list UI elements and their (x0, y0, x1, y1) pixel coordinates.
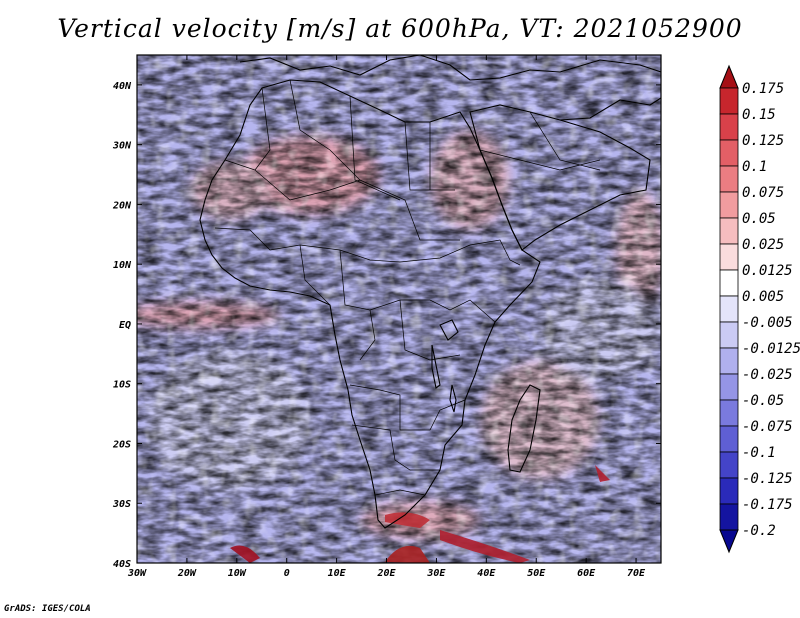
lat-tick-label: 30S (112, 499, 131, 510)
colorbar-label: -0.05 (742, 393, 784, 409)
lon-tick-label: 10W (228, 568, 247, 579)
colorbar-label: 0.15 (742, 107, 776, 123)
colorbar-label: -0.075 (742, 419, 793, 435)
arabia-coastline (469, 104, 651, 251)
lake-tanganyika (431, 344, 441, 389)
lat-tick-label: 10N (113, 260, 132, 271)
colorbar-label: -0.175 (742, 497, 793, 513)
latitude-ticks: 40N 30N 20N 10N EQ 10S 20S 30S 40S (112, 81, 661, 570)
madagascar-coastline (507, 384, 541, 473)
lon-tick-label: 30W (127, 568, 147, 579)
colorbar-bin (719, 503, 739, 531)
colorbar-bin (719, 295, 739, 323)
lake-malawi (449, 384, 457, 413)
colorbar-bin (719, 477, 739, 505)
grads-credit: GrADS: IGES/COLA (4, 604, 91, 614)
lon-tick-label: 50E (527, 568, 546, 579)
lat-tick-label: 40N (113, 81, 132, 92)
colorbar-bin (719, 399, 739, 427)
colorbar-bin (719, 347, 739, 375)
colorbar-label: -0.0125 (742, 341, 800, 357)
colorbar-label: -0.005 (742, 315, 793, 331)
colorbar-label: 0.05 (742, 211, 776, 227)
colorbar-label: 0.0125 (742, 263, 793, 279)
colorbar-label: -0.1 (742, 445, 776, 461)
colorbar-label: -0.125 (742, 471, 793, 487)
europe-coastline (239, 55, 661, 81)
coastlines-borders (199, 55, 661, 529)
lat-tick-label: 40S (113, 559, 131, 570)
colorbar-bin (719, 64, 739, 89)
colorbar-bin (719, 139, 739, 167)
colorbar-label: 0.075 (742, 185, 784, 201)
colorbar-bin (719, 243, 739, 271)
lon-tick-label: 70E (627, 568, 646, 579)
colorbar: 0.175 0.15 0.125 0.1 0.075 0.05 0.025 0.0125 0.0… (719, 64, 800, 554)
colorbar-bin (719, 529, 739, 554)
colorbar-bin (719, 191, 739, 219)
colorbar-bin (719, 87, 739, 115)
colorbar-bin (719, 113, 739, 141)
colorbar-label: 0.175 (742, 81, 784, 97)
colorbar-bin (719, 269, 739, 297)
lat-tick-label: 20N (112, 200, 132, 211)
colorbar-bin (719, 321, 739, 349)
plot-frame (136, 54, 662, 564)
lake-victoria (439, 319, 459, 341)
lon-tick-label: 10E (328, 568, 347, 579)
longitude-ticks: 30W 20W 10W 0 10E 20E 30E 40E 50E 60E 70E (127, 55, 646, 579)
colorbar-label: 0.025 (742, 237, 784, 253)
lat-tick-label: 20S (112, 439, 131, 450)
colorbar-label: 0.005 (742, 289, 784, 305)
velocity-field (137, 55, 661, 563)
colorbar-bin (719, 373, 739, 401)
lat-tick-label: 10S (113, 380, 131, 391)
colorbar-label: 0.1 (742, 159, 767, 175)
lon-tick-label: 30E (426, 568, 446, 579)
colorbar-label: -0.2 (742, 523, 776, 539)
lat-tick-label: EQ (119, 320, 131, 331)
country-borders (214, 79, 601, 496)
lon-tick-label: 20W (177, 568, 197, 579)
colorbar-bin (719, 451, 739, 479)
colorbar-label: 0.125 (742, 133, 784, 149)
lat-tick-label: 30N (112, 141, 132, 152)
lon-tick-label: 20E (376, 568, 396, 579)
lon-tick-label: 60E (577, 568, 596, 579)
lon-tick-label: 0 (284, 568, 290, 579)
persian-gulf-coastline (559, 97, 661, 121)
colorbar-bin (719, 425, 739, 453)
chart-title: Vertical velocity [m/s] at 600hPa, VT: 2… (57, 14, 743, 43)
colorbar-label: -0.025 (742, 367, 793, 383)
lon-tick-label: 40E (477, 568, 496, 579)
colorbar-bin (719, 217, 739, 245)
colorbar-bin (719, 165, 739, 193)
